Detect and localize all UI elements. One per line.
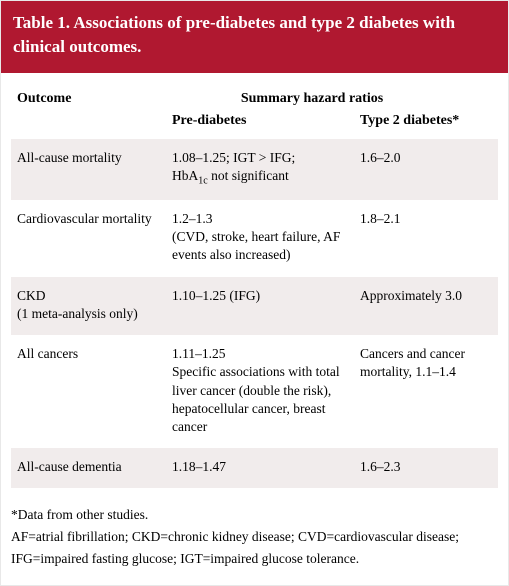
table-row: Cardiovascular mortality1.2–1.3(CVD, str… [11,200,498,277]
footnote-2: AF=atrial fibrillation; CKD=chronic kidn… [11,526,498,569]
cell-type2-diabetes: Cancers and cancer mortality, 1.1–1.4 [360,345,492,436]
header-row-sub: Pre-diabetes Type 2 diabetes* [11,113,498,139]
cell-type2-diabetes: 1.6–2.3 [360,458,492,476]
header-outcome-blank [17,113,172,129]
table-row: All cancers1.11–1.25Specific association… [11,335,498,448]
cell-outcome: CKD(1 meta-analysis only) [17,287,172,323]
header-row-top: Outcome Summary hazard ratios [11,87,498,113]
table-footnotes: *Data from other studies. AF=atrial fibr… [1,496,508,585]
header-outcome: Outcome [17,91,172,107]
cell-type2-diabetes: 1.6–2.0 [360,149,492,188]
cell-pre-diabetes: 1.11–1.25Specific associations with tota… [172,345,360,436]
cell-pre-diabetes: 1.08–1.25; IGT > IFG;HbA1c not significa… [172,149,360,188]
cell-type2-diabetes: 1.8–2.1 [360,210,492,265]
footnote-1: *Data from other studies. [11,504,498,526]
header-pre: Pre-diabetes [172,113,360,129]
table-container: Table 1. Associations of pre-diabetes an… [0,0,509,586]
table-title: Table 1. Associations of pre-diabetes an… [1,1,508,73]
cell-outcome: Cardiovascular mortality [17,210,172,265]
table-content: Outcome Summary hazard ratios Pre-diabet… [1,73,508,497]
cell-pre-diabetes: 1.10–1.25 (IFG) [172,287,360,323]
cell-outcome: All-cause mortality [17,149,172,188]
cell-pre-diabetes: 1.18–1.47 [172,458,360,476]
header-summary: Summary hazard ratios [172,91,492,107]
table-row: All-cause dementia1.18–1.471.6–2.3 [11,448,498,488]
table-row: CKD(1 meta-analysis only)1.10–1.25 (IFG)… [11,277,498,335]
cell-pre-diabetes: 1.2–1.3(CVD, stroke, heart failure, AF e… [172,210,360,265]
table-row: All-cause mortality1.08–1.25; IGT > IFG;… [11,139,498,200]
header-t2d: Type 2 diabetes* [360,113,492,129]
table-body: All-cause mortality1.08–1.25; IGT > IFG;… [11,139,498,489]
cell-type2-diabetes: Approximately 3.0 [360,287,492,323]
cell-outcome: All cancers [17,345,172,436]
cell-outcome: All-cause dementia [17,458,172,476]
